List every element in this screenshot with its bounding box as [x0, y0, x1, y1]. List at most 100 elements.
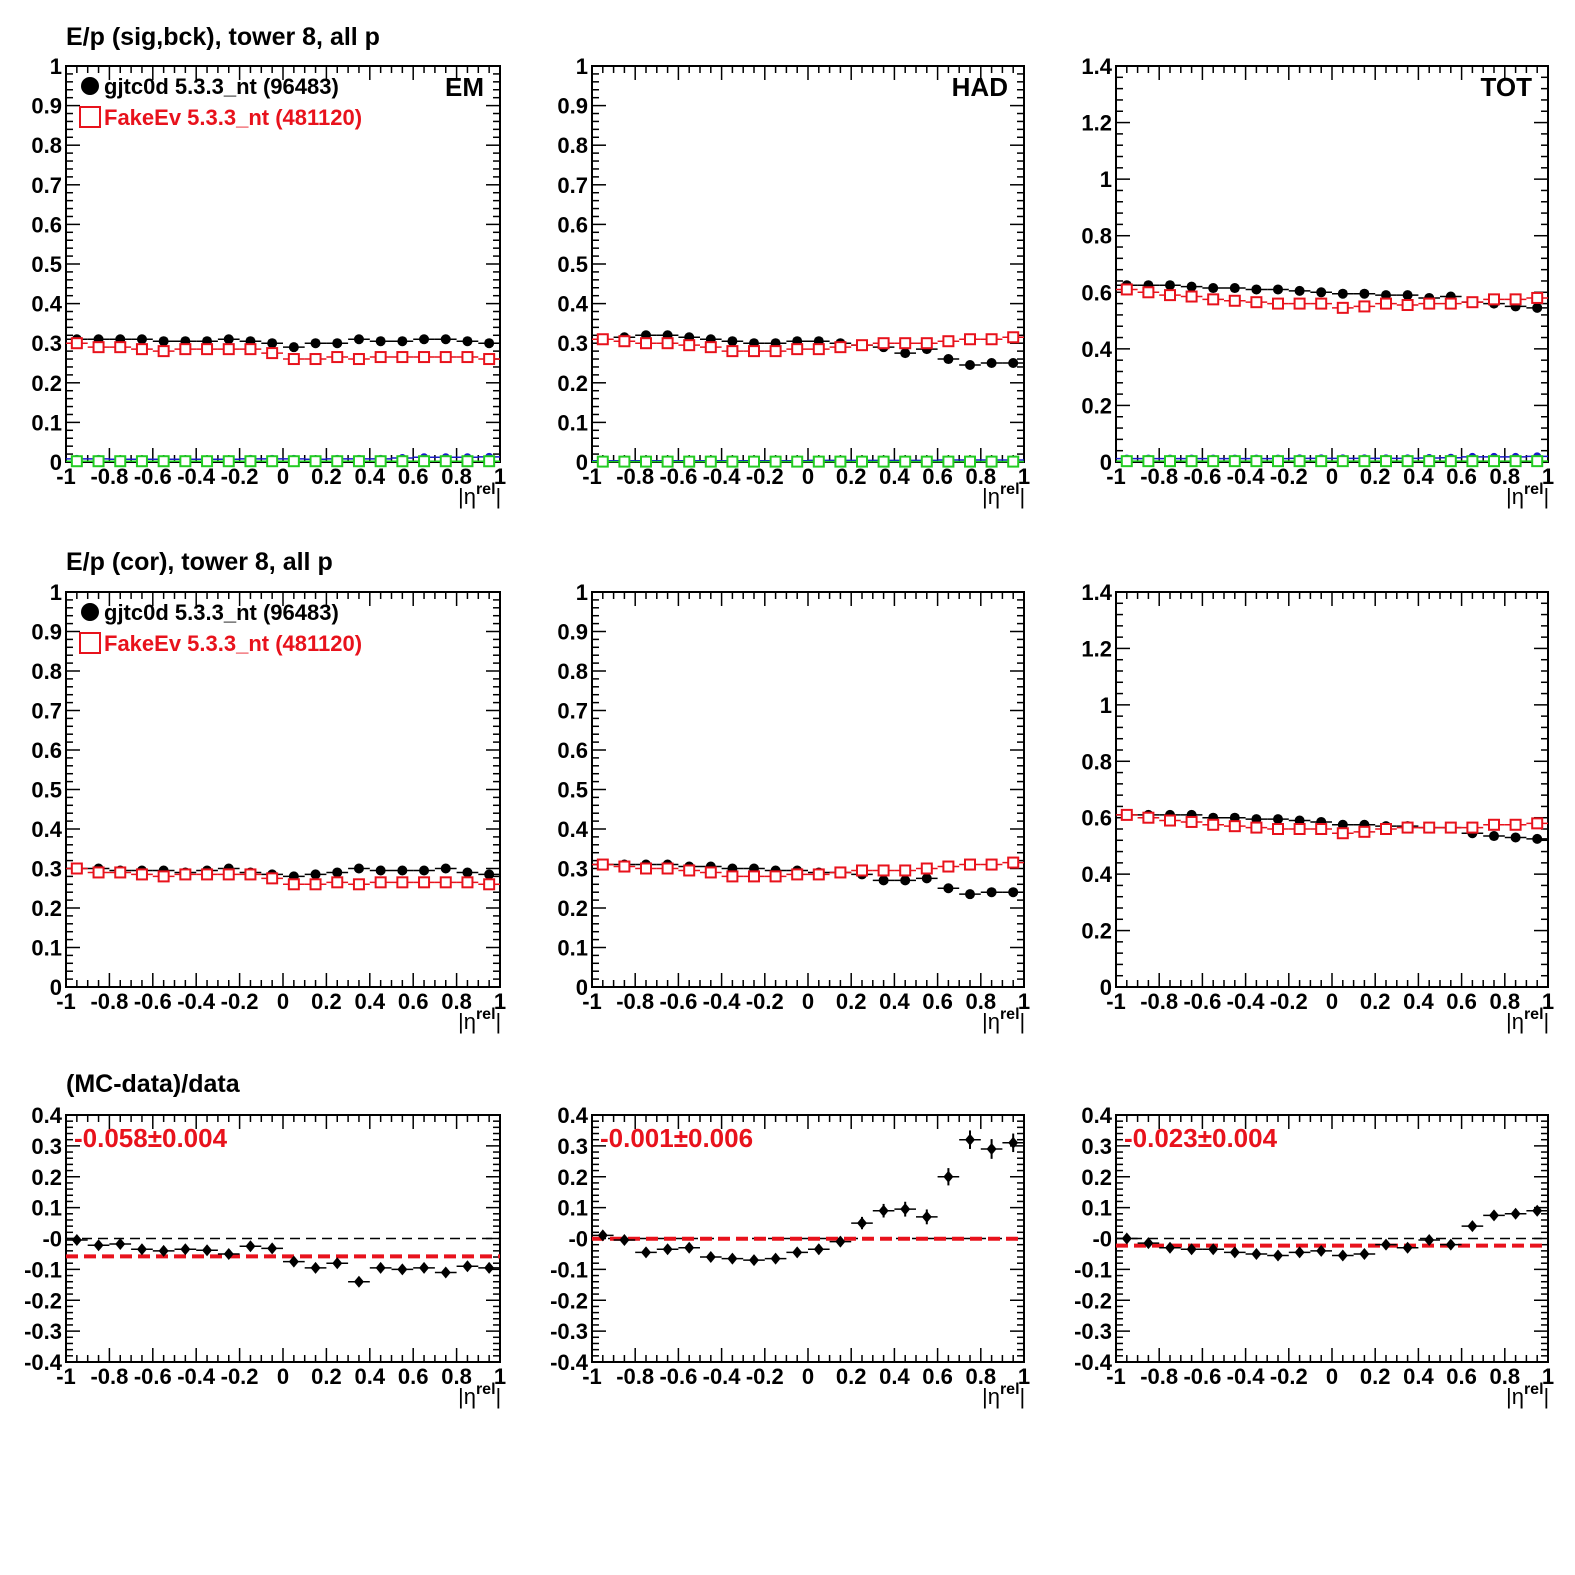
data-point	[266, 872, 279, 885]
series-1	[592, 331, 1024, 358]
data-point	[1207, 293, 1220, 306]
data-point	[1186, 281, 1197, 292]
x-tick-label: 0.2	[836, 1364, 867, 1389]
data-point	[1164, 455, 1176, 468]
y-tick-label: 0	[576, 975, 588, 1000]
legend-marker-data	[81, 77, 99, 95]
x-tick-label: -0.8	[616, 989, 654, 1014]
data-point	[1007, 455, 1020, 468]
data-point	[878, 1204, 889, 1217]
y-tick-label: 0.4	[557, 1103, 588, 1128]
data-point	[1337, 1249, 1348, 1262]
data-point	[856, 339, 868, 352]
fit-result-label: -0.058±0.004	[74, 1123, 228, 1153]
y-tick-label: 0.2	[31, 371, 62, 396]
x-tick-label: -1	[56, 1364, 76, 1389]
y-tick-label: 0.8	[1081, 749, 1112, 774]
data-point	[727, 336, 738, 347]
y-tick-label: 0.1	[1081, 1196, 1112, 1221]
x-tick-label: -0.6	[659, 989, 697, 1014]
y-tick-label: 0.8	[557, 659, 588, 684]
data-point	[1294, 285, 1305, 296]
data-point	[1358, 300, 1371, 313]
data-point	[791, 343, 804, 356]
y-tick-label: -0.4	[550, 1350, 589, 1375]
data-point	[1402, 290, 1413, 301]
x-tick-label: -0.8	[1140, 1364, 1178, 1389]
data-point	[331, 876, 344, 889]
data-point	[223, 334, 234, 345]
data-point	[1208, 283, 1219, 294]
data-point	[920, 337, 933, 350]
y-tick-label: 0.3	[31, 857, 62, 882]
x-tick-label: -0.4	[703, 1364, 742, 1389]
x-tick-label: 0.8	[1490, 1364, 1521, 1389]
y-tick-label: 0.5	[557, 252, 588, 277]
data-point	[964, 333, 976, 346]
y-tick-label: 0	[1100, 450, 1112, 475]
data-point	[136, 1243, 147, 1256]
data-point	[114, 455, 127, 468]
data-point	[1336, 455, 1349, 468]
y-tick-label: 0.3	[31, 1134, 62, 1159]
data-point	[1007, 856, 1020, 869]
y-tick-label: 0.8	[1081, 224, 1112, 249]
x-tick-label: -0.4	[703, 989, 742, 1014]
data-point	[877, 337, 890, 350]
x-tick-label: -0.6	[1183, 1364, 1221, 1389]
y-tick-label: 0.1	[31, 1196, 62, 1221]
y-tick-label: 0.4	[557, 817, 588, 842]
data-point	[878, 875, 889, 886]
data-point	[484, 1261, 495, 1274]
data-point	[1358, 455, 1371, 468]
data-point	[597, 1229, 608, 1242]
y-tick-label: 1.4	[1081, 580, 1112, 605]
data-point	[1315, 455, 1328, 468]
x-tick-label: -0.4	[703, 464, 742, 489]
x-tick-label: 0.6	[398, 1364, 429, 1389]
data-point	[900, 875, 911, 886]
data-point	[1444, 821, 1457, 834]
data-point	[1120, 808, 1133, 821]
x-tick-label: 0.6	[922, 1364, 953, 1389]
y-tick-label: 0.2	[1081, 1165, 1112, 1190]
data-point	[619, 1234, 630, 1247]
data-point	[352, 353, 365, 366]
data-point	[704, 866, 717, 879]
x-tick-label: -0.8	[616, 464, 654, 489]
y-tick-label: 0.1	[557, 936, 588, 961]
data-point	[1251, 1247, 1262, 1260]
data-point	[70, 862, 83, 875]
data-point	[1510, 832, 1521, 843]
data-point	[483, 353, 496, 366]
data-point	[964, 455, 976, 468]
data-point	[267, 338, 278, 349]
data-point	[440, 334, 451, 345]
x-axis-label: |ηrel|	[982, 1381, 1025, 1409]
y-tick-label: -0.2	[24, 1288, 62, 1313]
data-point	[439, 455, 452, 468]
data-point	[1401, 299, 1414, 312]
data-point	[1273, 814, 1283, 825]
data-point	[684, 1241, 695, 1254]
x-tick-label: 0.6	[1446, 1364, 1477, 1389]
y-tick-label: 0	[50, 975, 62, 1000]
data-point	[1510, 1207, 1521, 1220]
data-point	[1273, 284, 1283, 295]
x-tick-label: 1	[1018, 989, 1030, 1014]
data-point	[71, 1234, 82, 1247]
data-point	[835, 1235, 846, 1248]
y-tick-label: 0.4	[1081, 862, 1112, 887]
data-point	[899, 864, 912, 877]
data-point	[1336, 827, 1349, 840]
y-tick-label: 0.8	[31, 133, 62, 158]
data-point	[201, 868, 214, 881]
y-tick-label: 0	[576, 450, 588, 475]
data-point	[1142, 811, 1155, 824]
data-point	[1008, 887, 1019, 898]
data-point	[288, 1255, 299, 1268]
y-tick-label: 0.2	[31, 896, 62, 921]
data-point	[1250, 296, 1263, 309]
data-point	[920, 455, 933, 468]
x-tick-label: -1	[582, 1364, 602, 1389]
